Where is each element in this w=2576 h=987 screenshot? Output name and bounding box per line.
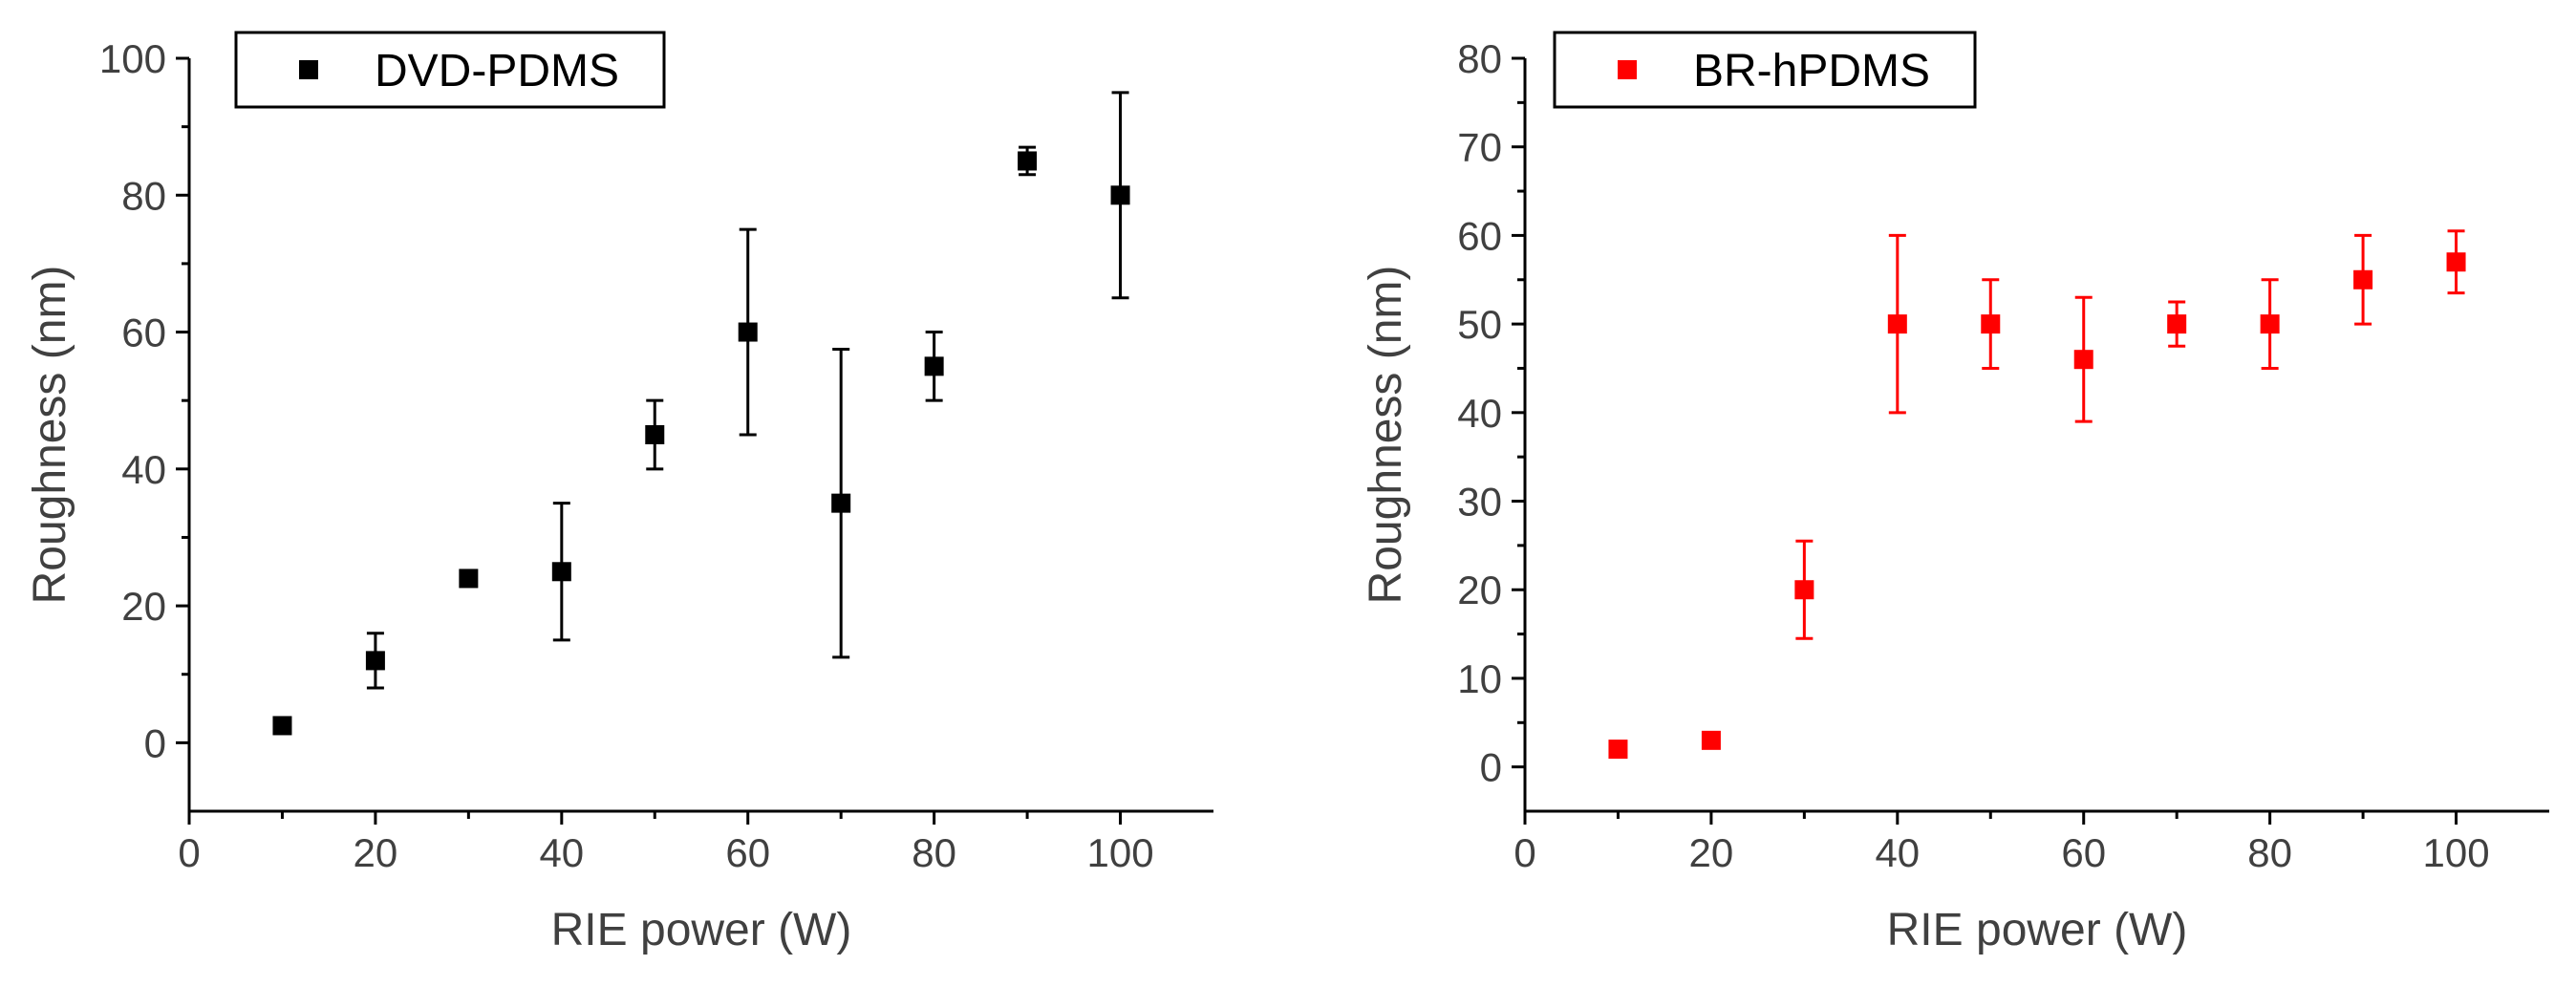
- chart-2-y-tick-label: 50: [1457, 302, 1502, 347]
- chart-2-legend: BR-hPDMS: [1555, 32, 1975, 107]
- chart-1: 0 20 40 60 80 100 0 20 40 60 80 100 RIE power (W) Rou…: [25, 32, 1213, 955]
- chart-2-y-tick-label: 40: [1457, 391, 1502, 436]
- chart-2-legend-label: BR-hPDMS: [1693, 46, 1930, 97]
- chart-1-y-tick-label: 100: [99, 36, 166, 81]
- chart-1-x-tick-label: 0: [178, 830, 200, 875]
- chart-1-legend-marker: [299, 60, 318, 79]
- chart-1-x-tick-label: 60: [725, 830, 770, 875]
- chart-2-data-point: [2167, 314, 2186, 333]
- chart-2-data-point: [2353, 270, 2372, 290]
- chart-2-x-tick-label: 20: [1689, 830, 1734, 875]
- chart-1-x-tick-label: 100: [1087, 830, 1154, 875]
- chart-2-y-tick-label: 10: [1457, 656, 1502, 701]
- chart-1-x-tick-label: 20: [354, 830, 398, 875]
- chart-1-x-tick-label: 40: [539, 830, 584, 875]
- chart-2-y-tick-label: 60: [1457, 213, 1502, 258]
- chart-1-data-point: [1111, 185, 1130, 204]
- chart-2-x-tick-label: 100: [2423, 830, 2490, 875]
- chart-1-y-tick-label: 40: [121, 447, 166, 492]
- chart-2-x-tick-label: 0: [1513, 830, 1535, 875]
- chart-2-data-point: [1702, 731, 1721, 750]
- chart-1-data-point: [552, 562, 571, 581]
- chart-2-y-axis-title: Roughness (nm): [1361, 266, 1411, 605]
- chart-2-y-tick-label: 20: [1457, 568, 1502, 612]
- chart-2-x-tick-label: 40: [1875, 830, 1920, 875]
- chart-1-data-point: [366, 651, 385, 670]
- chart-1-data-point: [1018, 151, 1037, 170]
- chart-2-data-point: [2261, 314, 2280, 333]
- chart-1-legend-label: DVD-PDMS: [375, 46, 619, 97]
- chart-1-y-tick-label: 60: [121, 311, 166, 355]
- chart-2-data-point: [1794, 580, 1814, 599]
- chart-2-y-tick-label: 70: [1457, 125, 1502, 170]
- chart-2-data-point: [2074, 350, 2093, 369]
- chart-1-x-axis-title: RIE power (W): [551, 905, 852, 955]
- chart-2-data-point: [1888, 314, 1907, 333]
- chart-1-y-tick-label: 80: [121, 173, 166, 218]
- chart-1-x-tick-label: 80: [912, 830, 956, 875]
- chart-1-data-point: [272, 716, 291, 735]
- chart-1-data-point: [459, 569, 478, 588]
- chart-2-x-axis-title: RIE power (W): [1887, 905, 2188, 955]
- chart-2-x-tick-label: 80: [2247, 830, 2292, 875]
- chart-2-data-point: [2447, 252, 2466, 271]
- chart-2-legend-marker: [1618, 60, 1637, 79]
- chart-2: 0 10 20 30 40 50 60 70 80 0 20 40 60 80 100 RIE power (…: [1361, 32, 2549, 955]
- chart-1-y-axis-title: Roughness (nm): [25, 266, 75, 605]
- chart-2-x-tick-label: 60: [2061, 830, 2106, 875]
- chart-1-y-tick-label: 20: [121, 584, 166, 629]
- chart-2-data-point: [1608, 740, 1627, 759]
- chart-1-data-point: [925, 356, 944, 375]
- chart-2-y-tick-label: 0: [1480, 745, 1502, 790]
- chart-1-legend: DVD-PDMS: [236, 32, 664, 107]
- chart-2-y-tick-label: 30: [1457, 480, 1502, 525]
- chart-1-data-point: [831, 494, 850, 513]
- chart-1-y-tick-label: 0: [144, 720, 166, 765]
- chart-2-y-tick-label: 80: [1457, 36, 1502, 81]
- chart-1-data-point: [739, 323, 758, 342]
- chart-2-data-point: [1981, 314, 2000, 333]
- chart-1-data-point: [645, 425, 664, 444]
